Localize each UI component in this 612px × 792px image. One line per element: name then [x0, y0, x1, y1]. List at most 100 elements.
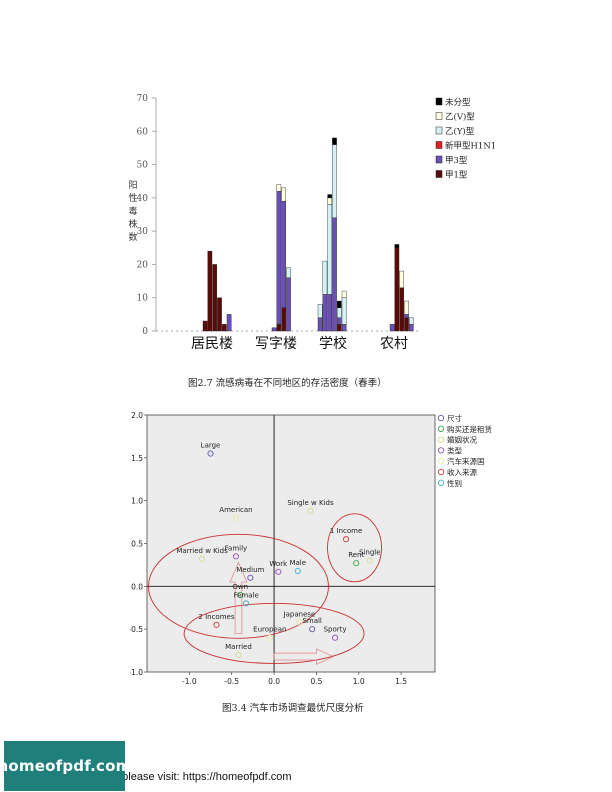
- footer-visit-text[interactable]: e please visit: https://homeofpdf.com: [113, 771, 292, 783]
- bar-segment: [336, 317, 342, 325]
- bar-segment: [332, 144, 337, 219]
- point-label: 2 Incomes: [198, 613, 234, 621]
- y-tick-label: 30: [137, 227, 149, 237]
- x-category-label: 居民楼: [191, 336, 233, 350]
- y-tick-label: 10: [137, 294, 149, 304]
- bar-segment: [409, 317, 414, 325]
- annotation-arrow-up: [229, 561, 248, 634]
- bar-segment: [327, 294, 333, 332]
- bar-segment: [286, 277, 291, 332]
- legend-label: 类型: [447, 445, 462, 455]
- y-tick-label: 1.0: [131, 497, 143, 506]
- bar-segment: [317, 304, 323, 318]
- legend-label: 尺寸: [447, 413, 462, 423]
- scatter-point: [243, 600, 250, 607]
- scatter-point: [247, 574, 254, 581]
- legend-label: 甲1型: [445, 171, 468, 181]
- bar-segment: [327, 204, 333, 295]
- legend-label: 性别: [447, 478, 462, 488]
- bar-segment: [394, 247, 400, 332]
- bar-segment: [322, 260, 328, 295]
- y-tick-label: -1.0: [130, 668, 143, 677]
- point-label: Large: [201, 442, 221, 450]
- bar-segment: [341, 290, 347, 298]
- bar-segment: [271, 327, 277, 332]
- bar-segment: [276, 184, 282, 192]
- legend-marker: [437, 479, 445, 486]
- bar-segment: [341, 324, 347, 332]
- bar-segment: [336, 300, 342, 308]
- homeofpdf-logo[interactable]: homeofpdf.com: [0, 741, 131, 791]
- point-label: Male: [289, 559, 306, 567]
- y-tick-label: 0: [142, 327, 148, 337]
- point-label: Single: [359, 549, 381, 557]
- scatter-point: [294, 567, 301, 574]
- bar-segment: [322, 294, 328, 332]
- scatter-point: [307, 507, 314, 514]
- bar-segment: [317, 317, 323, 332]
- figure1-caption: 图2.7 流感病毒在不同地区的存活密度（春季）: [188, 378, 387, 389]
- bar-segment: [276, 190, 282, 325]
- y-axis-label-char: 数: [128, 231, 137, 243]
- bar-segment: [404, 314, 409, 318]
- bar-segment: [281, 200, 287, 308]
- legend-label: 婚姻状况: [447, 435, 477, 445]
- y-axis-label-char: 株: [128, 218, 137, 230]
- legend-label: 新甲型H1N1: [445, 141, 496, 152]
- annotation-ellipse-right: [327, 513, 382, 583]
- bar-segment: [327, 197, 333, 205]
- bar-segment: [336, 324, 342, 332]
- scatter-point: [207, 450, 214, 457]
- point-label: Single w Kids: [287, 499, 334, 507]
- legend-label: 甲3型: [445, 156, 468, 166]
- legend-marker: [437, 458, 445, 465]
- legend-swatch: [435, 112, 443, 120]
- scatter-point: [232, 553, 239, 560]
- bar-segment: [281, 307, 287, 332]
- point-label: Female: [233, 591, 258, 599]
- annotation-ellipse-left: [148, 533, 329, 639]
- x-tick-label: -0.5: [224, 677, 239, 686]
- bar-segment: [286, 267, 291, 278]
- legend-swatch: [435, 97, 443, 106]
- scatter-point: [232, 514, 239, 521]
- legend-swatch: [435, 126, 443, 135]
- bar-segment: [341, 297, 347, 325]
- y-tick-label: 0.5: [131, 540, 143, 549]
- bar-segment: [332, 217, 337, 332]
- bar-segment: [221, 324, 227, 332]
- scatter-point: [366, 557, 373, 564]
- x-tick-label: 0.5: [310, 677, 322, 686]
- bar-segment: [226, 314, 232, 332]
- y-axis-label-char: 毒: [128, 205, 137, 217]
- legend-label: 汽车来源国: [447, 456, 485, 466]
- bar-segment: [276, 324, 282, 332]
- point-label: Family: [225, 544, 248, 552]
- figure2-caption: 图3.4 汽车市场调查最优尺度分析: [222, 703, 364, 714]
- legend-marker: [437, 436, 445, 443]
- x-category-label: 农村: [380, 336, 408, 350]
- annotation-ellipse-bottom: [183, 602, 365, 664]
- legend-marker: [437, 447, 445, 454]
- point-label: Sporty: [324, 626, 347, 634]
- y-tick-label: -0.5: [130, 625, 143, 634]
- y-tick-label: 50: [137, 161, 149, 171]
- plot-area: [146, 414, 436, 673]
- y-axis-label-char: 阳: [128, 180, 137, 191]
- scatter-point: [235, 651, 242, 658]
- bar-segment: [332, 137, 337, 145]
- bar-segment: [217, 297, 222, 332]
- scatter-point: [237, 591, 244, 598]
- scatter-point: [343, 536, 350, 543]
- bar-segment: [394, 244, 400, 248]
- y-tick-label: 2.0: [131, 411, 143, 420]
- bar-segment: [404, 317, 409, 332]
- bar-segment: [336, 307, 342, 318]
- legend-label: 乙(V)型: [445, 112, 475, 123]
- legend-label: 乙(Y)型: [445, 126, 475, 137]
- y-tick-label: 60: [137, 127, 149, 137]
- point-label: Medium: [236, 566, 264, 574]
- y-axis-label-char: 性: [128, 192, 137, 204]
